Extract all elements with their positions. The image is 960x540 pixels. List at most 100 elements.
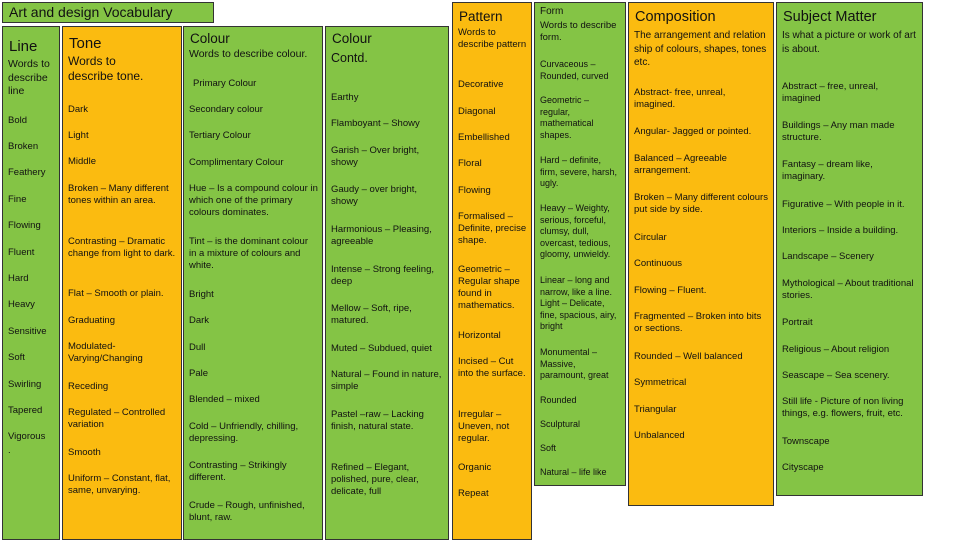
composition-item: Triangular xyxy=(634,404,677,415)
subject-matter-heading: Subject Matter xyxy=(783,9,877,25)
composition-item: Circular xyxy=(634,232,667,243)
colour-item: Hue – Is a compound colour in which one … xyxy=(189,183,318,218)
colour-contd-item: Gaudy – over bright, showy xyxy=(331,184,418,207)
line-item: Bold xyxy=(8,115,28,126)
composition-item: Balanced – Agreeable arrangement. xyxy=(634,153,727,176)
colour-contd-item: Natural – Found in nature, simple xyxy=(331,369,442,392)
form-item: Natural – life like xyxy=(540,467,607,477)
colour-item: Contrasting – Strikingly different. xyxy=(189,460,287,483)
subject-matter-item: Seascape – Sea scenery. xyxy=(782,370,890,381)
colour-contd-item: Intense – Strong feeling, deep xyxy=(331,264,434,287)
colour-contd-item: Refined – Elegant, polished, pure, clear… xyxy=(331,462,419,497)
tone-item: Uniform – Constant, flat, same, unvaryin… xyxy=(68,473,171,496)
form-subheading: Words to describe form. xyxy=(540,20,617,43)
subject-matter-item: Fantasy – dream like, imaginary. xyxy=(782,159,873,182)
colour-contd-heading: Colour xyxy=(332,31,372,46)
colour-contd-item: Earthy xyxy=(331,92,359,103)
page-title: Art and design Vocabulary xyxy=(2,2,214,23)
line-item: Tapered xyxy=(8,405,43,416)
subject-matter-item: Cityscape xyxy=(782,462,824,473)
pattern-item: Embellished xyxy=(458,132,510,143)
pattern-item: Irregular – Uneven, not regular. xyxy=(458,409,510,444)
colour-item: Complimentary Colour xyxy=(189,157,284,168)
line-subheading: Words to describe line xyxy=(8,58,50,97)
colour-item: Pale xyxy=(189,368,209,379)
line-item: Flowing xyxy=(8,220,41,231)
composition-column: Composition The arrangement and relation… xyxy=(628,2,774,506)
line-item: Broken xyxy=(8,141,39,152)
colour-contd-item: Garish – Over bright, showy xyxy=(331,145,420,168)
subject-matter-subheading: Is what a picture or work of art is abou… xyxy=(782,30,916,55)
colour-item: Tint – is the dominant colour in a mixtu… xyxy=(189,236,308,271)
form-item: Monumental – Massive, paramount, great xyxy=(540,347,609,380)
composition-item: Angular- Jagged or pointed. xyxy=(634,126,752,137)
colour-item: Blended – mixed xyxy=(189,394,260,405)
pattern-item: Decorative xyxy=(458,79,504,90)
line-item: Soft xyxy=(8,352,25,363)
pattern-item: Incised – Cut into the surface. xyxy=(458,356,526,379)
colour-contd-item: Harmonious – Pleasing, agreeable xyxy=(331,224,432,247)
form-item: Geometric – regular, mathematical shapes… xyxy=(540,95,594,140)
colour-contd-item: Flamboyant – Showy xyxy=(331,118,420,129)
pattern-column: Pattern Words to describe pattern Decora… xyxy=(452,2,532,540)
tone-item: Contrasting – Dramatic change from light… xyxy=(68,236,176,259)
tone-subheading: Words to describe tone. xyxy=(68,54,144,83)
colour-heading: Colour xyxy=(190,31,230,46)
line-item: . xyxy=(8,445,11,456)
tone-item: Graduating xyxy=(68,315,116,326)
colour-contd-item: Pastel –raw – Lacking finish, natural st… xyxy=(331,409,424,432)
tone-item: Dark xyxy=(68,104,89,115)
pattern-item: Organic xyxy=(458,462,492,473)
composition-item: Abstract- free, unreal, imagined. xyxy=(634,87,726,110)
colour-item: Bright xyxy=(189,289,214,300)
form-item: Soft xyxy=(540,443,557,453)
subject-matter-item: Interiors – Inside a building. xyxy=(782,225,899,236)
subject-matter-item: Portrait xyxy=(782,317,813,328)
tone-heading: Tone xyxy=(69,35,102,52)
tone-item: Modulated-Varying/Changing xyxy=(68,341,143,364)
subject-matter-item: Buildings – Any man made structure. xyxy=(782,120,895,143)
pattern-item: Diagonal xyxy=(458,106,496,117)
line-item: Hard xyxy=(8,273,29,284)
subject-matter-item: Still life - Picture of non living thing… xyxy=(782,396,904,419)
subject-matter-item: Abstract – free, unreal, imagined xyxy=(782,81,879,104)
pattern-item: Flowing xyxy=(458,185,491,196)
line-item: Vigorous xyxy=(8,431,46,442)
tone-item: Light xyxy=(68,130,89,141)
form-heading: Form xyxy=(540,6,564,17)
colour-contd-item: Muted – Subdued, quiet xyxy=(331,343,432,354)
line-item: Swirling xyxy=(8,379,42,390)
tone-column: Tone Words to describe tone. Dark Light … xyxy=(62,26,182,540)
composition-item: Rounded – Well balanced xyxy=(634,351,743,362)
colour-column: Colour Words to describe colour. Primary… xyxy=(183,26,323,540)
subject-matter-item: Religious – About religion xyxy=(782,344,890,355)
subject-matter-item: Landscape – Scenery xyxy=(782,251,874,262)
tone-item: Regulated – Controlled variation xyxy=(68,407,166,430)
line-item: Sensitive xyxy=(8,326,47,337)
colour-contd-subheading: Contd. xyxy=(331,51,368,65)
colour-item: Tertiary Colour xyxy=(189,130,251,141)
line-item: Heavy xyxy=(8,299,35,310)
tone-item: Smooth xyxy=(68,447,101,458)
pattern-item: Formalised – Definite, precise shape. xyxy=(458,211,527,246)
colour-item: Cold – Unfriendly, chilling, depressing. xyxy=(189,421,299,444)
form-column: Form Words to describe form. Curvaceous … xyxy=(534,2,626,486)
colour-subheading: Words to describe colour. xyxy=(189,48,308,60)
form-item: Linear – long and narrow, like a line. L… xyxy=(540,275,617,331)
form-item: Hard – definite, firm, severe, harsh, ug… xyxy=(540,155,618,188)
form-item: Heavy – Weighty, serious, forceful, clum… xyxy=(540,203,611,259)
subject-matter-column: Subject Matter Is what a picture or work… xyxy=(776,2,923,496)
colour-item: Dull xyxy=(189,342,206,353)
composition-heading: Composition xyxy=(635,9,716,25)
colour-item: Primary Colour xyxy=(193,78,257,89)
colour-contd-item: Mellow – Soft, ripe, matured. xyxy=(331,303,412,326)
composition-item: Continuous xyxy=(634,258,683,269)
subject-matter-item: Figurative – With people in it. xyxy=(782,199,905,210)
pattern-item: Floral xyxy=(458,158,482,169)
composition-item: Symmetrical xyxy=(634,377,687,388)
tone-item: Receding xyxy=(68,381,109,392)
tone-item: Flat – Smooth or plain. xyxy=(68,288,164,299)
colour-item: Secondary colour xyxy=(189,104,263,115)
composition-item: Fragmented – Broken into bits or section… xyxy=(634,311,762,334)
pattern-item: Horizontal xyxy=(458,330,501,341)
